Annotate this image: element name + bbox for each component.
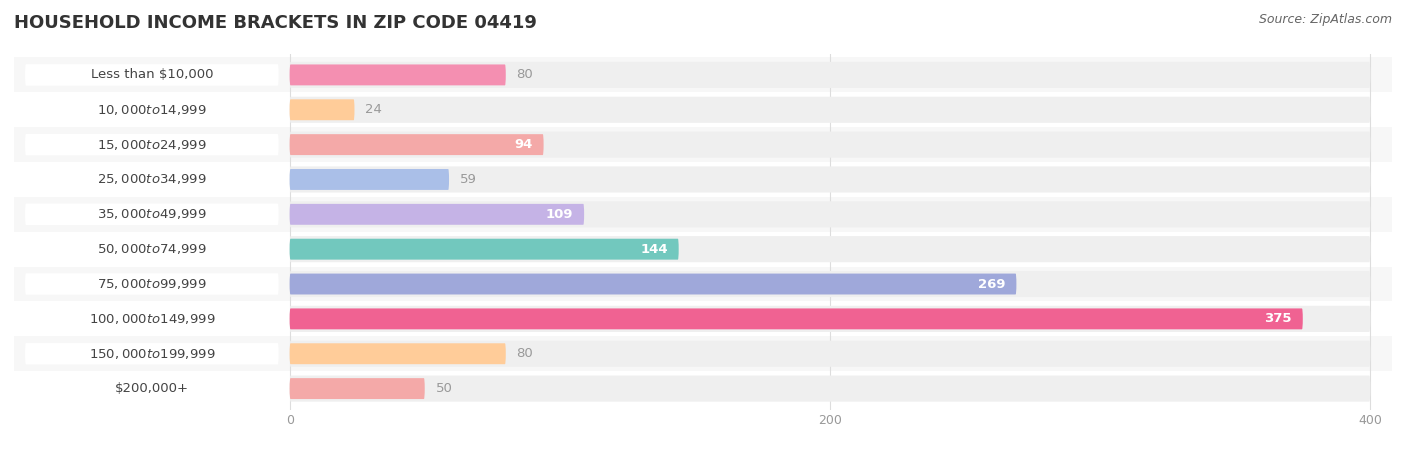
Text: 24: 24 bbox=[366, 103, 382, 116]
FancyBboxPatch shape bbox=[25, 238, 278, 260]
Text: 80: 80 bbox=[516, 68, 533, 81]
Text: $75,000 to $99,999: $75,000 to $99,999 bbox=[97, 277, 207, 291]
Bar bbox=[14, 266, 1392, 302]
FancyBboxPatch shape bbox=[25, 378, 278, 399]
FancyBboxPatch shape bbox=[290, 308, 1303, 329]
Bar bbox=[14, 127, 1392, 162]
FancyBboxPatch shape bbox=[25, 134, 278, 155]
FancyBboxPatch shape bbox=[25, 169, 278, 190]
Text: $15,000 to $24,999: $15,000 to $24,999 bbox=[97, 138, 207, 152]
Text: $35,000 to $49,999: $35,000 to $49,999 bbox=[97, 207, 207, 221]
FancyBboxPatch shape bbox=[290, 375, 1371, 402]
FancyBboxPatch shape bbox=[290, 378, 425, 399]
FancyBboxPatch shape bbox=[25, 273, 278, 295]
Text: $50,000 to $74,999: $50,000 to $74,999 bbox=[97, 242, 207, 256]
FancyBboxPatch shape bbox=[290, 343, 506, 364]
FancyBboxPatch shape bbox=[290, 238, 679, 260]
Text: 59: 59 bbox=[460, 173, 477, 186]
Text: $10,000 to $14,999: $10,000 to $14,999 bbox=[97, 103, 207, 117]
FancyBboxPatch shape bbox=[290, 341, 1371, 367]
Bar bbox=[14, 371, 1392, 406]
Text: 50: 50 bbox=[436, 382, 453, 395]
Text: 144: 144 bbox=[640, 243, 668, 256]
FancyBboxPatch shape bbox=[25, 99, 278, 121]
Text: Source: ZipAtlas.com: Source: ZipAtlas.com bbox=[1258, 14, 1392, 27]
FancyBboxPatch shape bbox=[290, 134, 544, 155]
Text: 109: 109 bbox=[546, 208, 574, 221]
FancyBboxPatch shape bbox=[290, 274, 1017, 294]
FancyBboxPatch shape bbox=[290, 169, 449, 190]
FancyBboxPatch shape bbox=[290, 166, 1371, 193]
FancyBboxPatch shape bbox=[290, 131, 1371, 158]
Bar bbox=[14, 197, 1392, 232]
Text: $100,000 to $149,999: $100,000 to $149,999 bbox=[89, 312, 215, 326]
FancyBboxPatch shape bbox=[290, 62, 1371, 88]
Text: $200,000+: $200,000+ bbox=[115, 382, 188, 395]
FancyBboxPatch shape bbox=[290, 99, 354, 120]
FancyBboxPatch shape bbox=[25, 308, 278, 329]
Text: HOUSEHOLD INCOME BRACKETS IN ZIP CODE 04419: HOUSEHOLD INCOME BRACKETS IN ZIP CODE 04… bbox=[14, 14, 537, 32]
FancyBboxPatch shape bbox=[25, 203, 278, 225]
Bar bbox=[14, 162, 1392, 197]
FancyBboxPatch shape bbox=[25, 343, 278, 364]
Bar bbox=[14, 58, 1392, 92]
Text: 80: 80 bbox=[516, 347, 533, 360]
Bar bbox=[14, 302, 1392, 336]
FancyBboxPatch shape bbox=[290, 97, 1371, 123]
FancyBboxPatch shape bbox=[290, 64, 506, 86]
Bar bbox=[14, 232, 1392, 266]
Bar bbox=[14, 92, 1392, 127]
Text: $25,000 to $34,999: $25,000 to $34,999 bbox=[97, 172, 207, 186]
FancyBboxPatch shape bbox=[25, 64, 278, 86]
Text: Less than $10,000: Less than $10,000 bbox=[90, 68, 214, 81]
FancyBboxPatch shape bbox=[290, 306, 1371, 332]
Text: 94: 94 bbox=[515, 138, 533, 151]
Bar bbox=[14, 336, 1392, 371]
FancyBboxPatch shape bbox=[290, 236, 1371, 262]
Text: 375: 375 bbox=[1264, 312, 1292, 325]
FancyBboxPatch shape bbox=[290, 201, 1371, 227]
Text: $150,000 to $199,999: $150,000 to $199,999 bbox=[89, 347, 215, 361]
FancyBboxPatch shape bbox=[290, 204, 583, 225]
FancyBboxPatch shape bbox=[290, 271, 1371, 297]
Text: 269: 269 bbox=[979, 278, 1005, 291]
